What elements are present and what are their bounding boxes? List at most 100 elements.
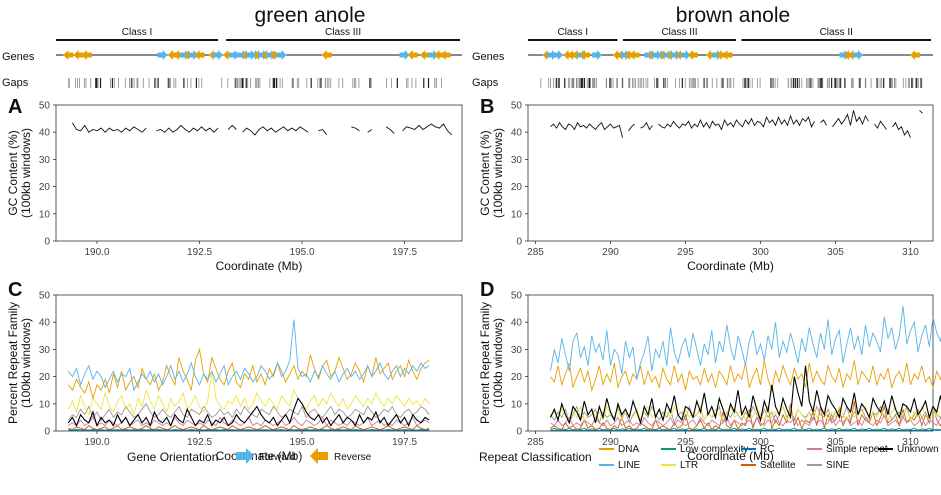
gc-xtick-label: 192.5 bbox=[187, 247, 212, 258]
rep-xtick-label: 295 bbox=[677, 437, 694, 448]
left-column: Class I Class III 0 10 20 30 40 50 190.0 192.5 195… bbox=[6, 27, 463, 463]
gene-forward-arrow bbox=[428, 50, 439, 60]
gene-forward-arrow bbox=[229, 50, 240, 60]
gc-ytick-label: 50 bbox=[511, 101, 523, 112]
legend-ltr: LTR bbox=[680, 460, 698, 471]
gc-ytick-label: 40 bbox=[39, 128, 51, 139]
rep-ytick-label: 30 bbox=[39, 345, 51, 356]
rep-ytick-label: 40 bbox=[511, 318, 523, 329]
repeat-series-ltr bbox=[550, 404, 941, 424]
rep-xtick-label: 300 bbox=[752, 437, 769, 448]
gc-ytick-label: 40 bbox=[511, 128, 523, 139]
gene-reverse-arrow bbox=[688, 50, 698, 60]
class-label-class-iii: Class III bbox=[325, 27, 361, 38]
legend-reverse: Reverse bbox=[334, 452, 372, 463]
panel-label-b: B bbox=[480, 96, 494, 118]
gc-xtick-label: 197.5 bbox=[392, 247, 417, 258]
legend-line: LINE bbox=[618, 460, 641, 471]
rep-ytick-label: 40 bbox=[39, 318, 51, 329]
repeat-series-unknown bbox=[67, 397, 430, 428]
rep-ytick-label: 30 bbox=[511, 345, 523, 356]
rep-xtick-label: 290 bbox=[602, 437, 619, 448]
rep-y-axis-sublabel: (100kb windows) bbox=[19, 318, 33, 408]
right-column: Class I Class III Class II 0 10 20 30 40 50 285 29… bbox=[478, 27, 941, 463]
rep-ytick-label: 10 bbox=[39, 399, 51, 410]
rep-ytick-label: 50 bbox=[39, 291, 51, 302]
rep-xtick-label: 285 bbox=[527, 437, 544, 448]
gc-xtick-label: 310 bbox=[902, 247, 919, 258]
gc-ytick-label: 0 bbox=[44, 237, 50, 248]
gc-x-axis-label: Coordinate (Mb) bbox=[687, 259, 774, 273]
rep-plot-frame bbox=[55, 294, 463, 432]
rep-xtick-label: 192.5 bbox=[187, 437, 212, 448]
class-label-class-i: Class I bbox=[122, 27, 153, 38]
repeat-series-dna bbox=[550, 360, 941, 392]
legend-simple-repeat: Simple repeat bbox=[826, 444, 888, 455]
gene-forward-arrow bbox=[276, 50, 287, 60]
repeat-series-satellite bbox=[68, 425, 430, 431]
gene-reverse-arrow bbox=[716, 50, 727, 60]
gene-reverse-arrow bbox=[910, 50, 920, 60]
gc-ytick-label: 10 bbox=[39, 209, 51, 220]
gc-y-axis-sublabel: (100kb windows) bbox=[19, 128, 33, 218]
gc-content-line bbox=[550, 110, 923, 138]
rep-xtick-label: 190.0 bbox=[84, 437, 109, 448]
legend-low-complexity: Low complexity bbox=[680, 444, 748, 455]
rep-ytick-label: 10 bbox=[511, 399, 523, 410]
repeat-series-sine bbox=[67, 402, 430, 421]
gc-plot-frame bbox=[55, 104, 463, 242]
rep-xtick-label: 195.0 bbox=[290, 437, 315, 448]
gc-xtick-label: 290 bbox=[602, 247, 619, 258]
rep-plot-frame bbox=[527, 294, 934, 432]
gc-ytick-label: 20 bbox=[511, 182, 523, 193]
rep-ytick-label: 0 bbox=[516, 427, 522, 438]
left-title: green anole bbox=[255, 4, 366, 27]
repeat-series-unknown bbox=[550, 365, 941, 425]
gene-forward-arrow bbox=[853, 50, 863, 60]
legend-dna: DNA bbox=[618, 444, 639, 455]
gc-ytick-label: 10 bbox=[511, 209, 523, 220]
gene-orientation-legend: Gene Orientation Forward Reverse bbox=[127, 448, 372, 464]
gene-reverse-arrow bbox=[440, 50, 451, 60]
gc-y-axis-sublabel: (100kb windows) bbox=[491, 128, 505, 218]
repeat-series-satellite bbox=[550, 401, 941, 431]
legend-forward: Forward bbox=[259, 452, 296, 463]
class-label-class-iii: Class III bbox=[661, 27, 697, 38]
repeat-series-rc bbox=[68, 429, 430, 431]
gene-reverse-arrow bbox=[629, 50, 640, 60]
rep-ytick-label: 20 bbox=[511, 372, 523, 383]
forward-arrow-icon bbox=[236, 448, 254, 464]
gc-xtick-label: 190.0 bbox=[84, 247, 109, 258]
rep-y-axis-label: Percent Repeat Family bbox=[6, 302, 20, 424]
reverse-arrow-icon bbox=[310, 448, 328, 464]
rep-x-axis-label: Coordinate (Mb) bbox=[687, 449, 774, 463]
gene-reverse-arrow bbox=[420, 50, 431, 60]
repeat-series-ltr bbox=[67, 371, 430, 417]
gene-forward-arrow bbox=[670, 50, 681, 60]
gene-reverse-arrow bbox=[194, 50, 205, 60]
gene-reverse-arrow bbox=[434, 50, 445, 60]
rep-y-axis-label: Percent Repeat Family bbox=[478, 302, 492, 424]
repeat-series-line bbox=[67, 319, 430, 392]
gene-forward-arrow bbox=[680, 50, 691, 60]
gene-forward-arrow bbox=[399, 50, 410, 60]
gc-xtick-label: 195.0 bbox=[290, 247, 315, 258]
gc-xtick-label: 300 bbox=[752, 247, 769, 258]
gc-ytick-label: 0 bbox=[516, 237, 522, 248]
rep-xtick-label: 305 bbox=[827, 437, 844, 448]
panel-label-c: C bbox=[8, 279, 22, 301]
legend-rc: RC bbox=[760, 444, 774, 455]
class-label-class-i: Class I bbox=[557, 27, 588, 38]
gc-y-axis-label: GC Content (%) bbox=[6, 130, 20, 215]
repeat-series-low-complexity bbox=[550, 427, 941, 431]
repeat-series-rc bbox=[550, 429, 941, 431]
repeat-series-line bbox=[550, 305, 941, 380]
gene-reverse-arrow bbox=[722, 50, 733, 60]
rep-y-axis-sublabel: (100kb windows) bbox=[491, 318, 505, 408]
rep-xtick-label: 197.5 bbox=[392, 437, 417, 448]
legend-unknown: Unknown bbox=[897, 444, 939, 455]
repeat-classification-legend: Repeat Classification DNA LINE Low compl… bbox=[479, 444, 939, 471]
gc-ytick-label: 30 bbox=[39, 155, 51, 166]
rep-ytick-label: 50 bbox=[511, 291, 523, 302]
